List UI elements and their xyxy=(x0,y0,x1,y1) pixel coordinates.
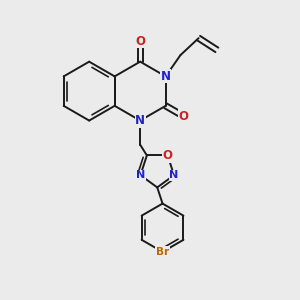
Text: N: N xyxy=(169,170,179,180)
Text: O: O xyxy=(163,149,172,162)
Text: N: N xyxy=(136,170,145,180)
Text: N: N xyxy=(135,114,145,127)
Text: O: O xyxy=(178,110,188,123)
Text: O: O xyxy=(135,34,145,48)
Text: Br: Br xyxy=(156,247,169,257)
Text: N: N xyxy=(161,70,171,83)
